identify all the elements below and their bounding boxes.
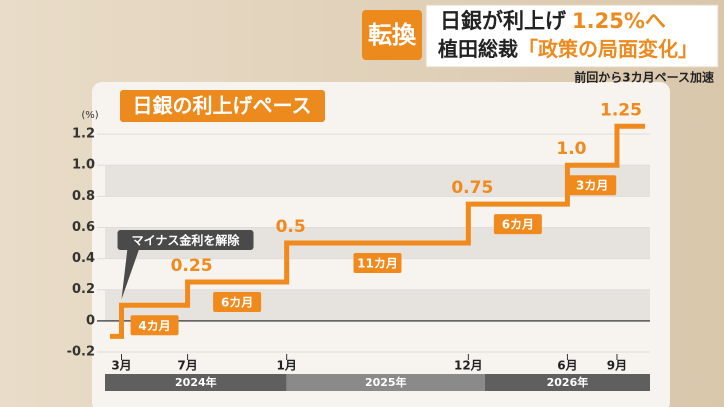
headline-1: 日銀が利上げ 1.25%へ: [440, 9, 666, 33]
value-label: 1.0: [556, 139, 586, 159]
headline-accent: 「政策の局面変化」: [518, 37, 698, 61]
value-label: 1.25: [600, 100, 642, 120]
y-tick-label: 0: [86, 313, 95, 328]
title-box: [120, 90, 325, 122]
callout-pointer: [121, 248, 140, 300]
badge-box: [362, 10, 422, 60]
grid-band: [105, 165, 650, 197]
year-label: 2026年: [547, 375, 589, 389]
y-tick-label: 0.6: [72, 220, 95, 235]
step-line: [109, 123, 645, 339]
x-tick-label: 3月: [111, 359, 131, 373]
value-label: 0.75: [451, 178, 493, 198]
interval-box: [568, 175, 617, 196]
x-tick-label: 9月: [607, 359, 627, 373]
year-label: 2025年: [365, 375, 407, 389]
interval-box: [353, 253, 402, 274]
year-band: [105, 374, 287, 391]
y-tick-label: 0.8: [72, 189, 95, 204]
year-band: [484, 374, 650, 391]
y-tick-label: 0.4: [72, 251, 95, 266]
year-band: [286, 374, 485, 391]
headline-2: 植田総裁「政策の局面変化」: [438, 37, 698, 61]
chart-title: 日銀の利上げペース: [133, 94, 312, 118]
callout-box: [117, 230, 254, 250]
interval-label: 4カ月: [138, 319, 170, 333]
year-label: 2024年: [175, 375, 217, 389]
headline-accent: 1.25%へ: [572, 9, 666, 33]
x-tick-label: 1月: [276, 359, 296, 373]
headline-box: [425, 4, 719, 68]
y-tick-label: 1.0: [72, 158, 95, 173]
interval-label: 6カ月: [502, 218, 534, 232]
badge: 転換: [368, 21, 417, 49]
headline-text: 日銀が利上げ: [440, 9, 567, 33]
interval-label: 3カ月: [576, 179, 608, 193]
interval-box: [493, 214, 542, 235]
value-label: 0.25: [171, 256, 213, 276]
grid-band: [105, 289, 650, 321]
headline-text: 植田総裁: [438, 37, 518, 61]
subheadline: 前回から3カ月ペース加速: [574, 70, 714, 85]
y-tick-label: -0.2: [67, 345, 95, 360]
callout: マイナス金利を解除: [132, 233, 241, 248]
interval-box: [213, 291, 262, 312]
x-tick-label: 7月: [177, 359, 197, 373]
x-tick-label: 12月: [454, 359, 483, 373]
value-label: 0.5: [276, 217, 306, 237]
x-tick-label: 6月: [557, 359, 577, 373]
y-tick-label: 1.2: [72, 127, 95, 142]
interval-label: 11カ月: [357, 257, 398, 271]
interval-label: 6カ月: [221, 295, 253, 309]
y-unit: (%): [81, 110, 98, 121]
y-tick-label: 0.2: [72, 282, 95, 297]
interval-box: [130, 315, 179, 336]
